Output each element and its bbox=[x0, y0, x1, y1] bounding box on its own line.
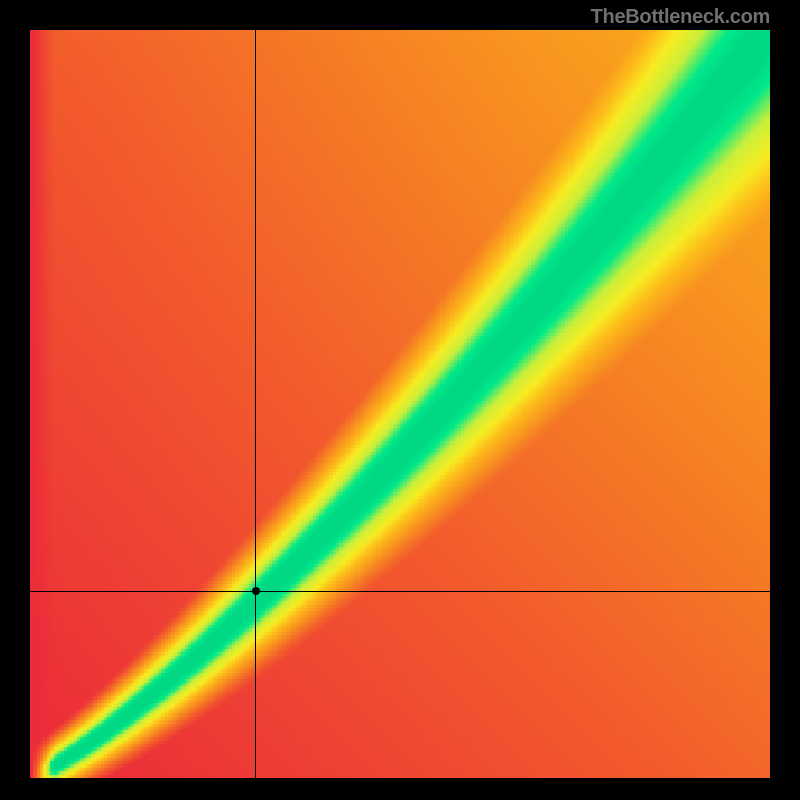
crosshair-point bbox=[252, 587, 260, 595]
plot-area bbox=[30, 30, 770, 778]
heatmap-canvas bbox=[30, 30, 770, 778]
watermark-text: TheBottleneck.com bbox=[591, 6, 770, 29]
chart-container: TheBottleneck.com bbox=[0, 0, 800, 800]
crosshair-horizontal bbox=[30, 591, 770, 592]
crosshair-vertical bbox=[255, 30, 256, 778]
